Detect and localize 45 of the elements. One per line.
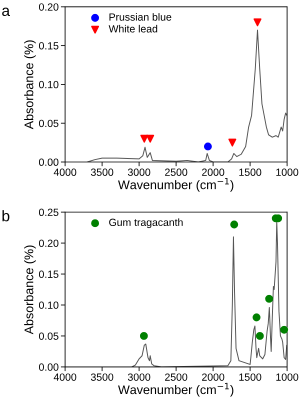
y-tick-label: 0.10 xyxy=(38,302,58,309)
x-tick-label: 3500 xyxy=(90,373,114,381)
point xyxy=(140,134,148,143)
x-tick-label: 2500 xyxy=(165,373,188,381)
y-tick-label: 0.25 xyxy=(38,208,58,216)
x-tick-label: 1000 xyxy=(276,373,298,381)
y-tick-label: 0.00 xyxy=(38,363,58,371)
chart-title: b xyxy=(2,210,10,222)
x-tick-label: 1500 xyxy=(239,168,262,176)
point xyxy=(254,18,262,26)
x-tick-label: 2000 xyxy=(202,168,224,176)
point xyxy=(140,332,148,340)
x-tick-label: 4000 xyxy=(54,373,76,381)
y-tick-label: 0.05 xyxy=(38,332,58,340)
x-tick-label: 2000 xyxy=(202,373,224,381)
point xyxy=(256,332,264,340)
x-tick-label: 1000 xyxy=(276,168,298,176)
x-tick-label: 1500 xyxy=(239,373,262,381)
point xyxy=(265,294,274,303)
x-tick-label: 3000 xyxy=(128,168,150,176)
x-tick-label: 3500 xyxy=(90,168,114,176)
point xyxy=(230,220,238,228)
y-tick-label: 0.15 xyxy=(38,42,58,50)
point xyxy=(146,134,154,143)
legend-label: Gum tragacanth xyxy=(109,218,183,228)
x-axis-title: Wavenumber (cm$^{−1}$) xyxy=(118,382,234,397)
x-tick-label: 2500 xyxy=(165,168,188,176)
point xyxy=(280,326,288,334)
y-tick-label: 0.15 xyxy=(38,270,58,278)
y-axis-title: Absorbance (%) xyxy=(24,40,36,130)
legend-label: Prussian blue xyxy=(109,13,172,21)
chart-title: a xyxy=(2,8,10,16)
legend-label: White lead xyxy=(108,24,158,33)
x-axis-title: Wavenumber (cm$^{−1}$) xyxy=(118,178,234,192)
y-tick-label: 0.20 xyxy=(38,3,58,11)
y-tick-label: 0.20 xyxy=(38,240,58,247)
y-axis-title: Absorbance (%) xyxy=(24,245,36,334)
point xyxy=(228,138,236,147)
y-tick-label: 0.05 xyxy=(38,120,58,128)
x-tick-label: 4000 xyxy=(54,168,76,176)
point xyxy=(204,142,212,150)
y-tick-label: 0.00 xyxy=(38,158,58,166)
x-tick-label: 3000 xyxy=(128,373,150,381)
y-tick-label: 0.10 xyxy=(38,80,58,88)
point xyxy=(252,313,260,322)
